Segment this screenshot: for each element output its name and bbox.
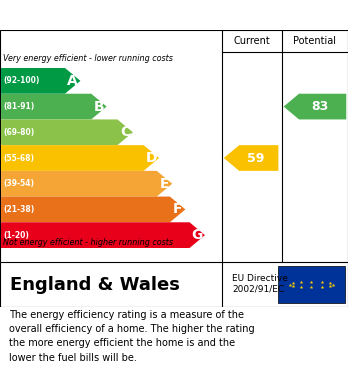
Text: (39-54): (39-54) <box>3 179 34 188</box>
Text: England & Wales: England & Wales <box>10 276 180 294</box>
Text: G: G <box>192 228 203 242</box>
Text: (1-20): (1-20) <box>3 231 29 240</box>
Text: EU Directive
2002/91/EC: EU Directive 2002/91/EC <box>232 274 288 293</box>
Polygon shape <box>1 94 106 119</box>
Polygon shape <box>1 171 172 197</box>
Polygon shape <box>1 145 159 171</box>
Text: Not energy efficient - higher running costs: Not energy efficient - higher running co… <box>3 238 174 247</box>
Text: Energy Efficiency Rating: Energy Efficiency Rating <box>10 7 232 23</box>
Text: C: C <box>120 125 130 139</box>
Polygon shape <box>224 145 278 171</box>
Text: F: F <box>173 203 182 217</box>
Text: A: A <box>67 74 78 88</box>
Text: 83: 83 <box>311 100 328 113</box>
Text: (69-80): (69-80) <box>3 128 35 137</box>
Text: B: B <box>94 100 104 113</box>
Text: Current: Current <box>234 36 270 46</box>
Polygon shape <box>284 94 346 119</box>
Bar <box>278 265 345 303</box>
Polygon shape <box>1 222 205 248</box>
Polygon shape <box>1 119 133 145</box>
Polygon shape <box>1 68 80 94</box>
Text: E: E <box>160 177 169 191</box>
Text: Potential: Potential <box>293 36 337 46</box>
Text: (55-68): (55-68) <box>3 154 34 163</box>
Text: (81-91): (81-91) <box>3 102 35 111</box>
Text: (21-38): (21-38) <box>3 205 35 214</box>
Text: (92-100): (92-100) <box>3 76 40 85</box>
Text: The energy efficiency rating is a measure of the
overall efficiency of a home. T: The energy efficiency rating is a measur… <box>9 310 254 363</box>
Text: 59: 59 <box>247 151 264 165</box>
Text: Very energy efficient - lower running costs: Very energy efficient - lower running co… <box>3 54 173 63</box>
Text: D: D <box>145 151 157 165</box>
Polygon shape <box>1 197 185 222</box>
